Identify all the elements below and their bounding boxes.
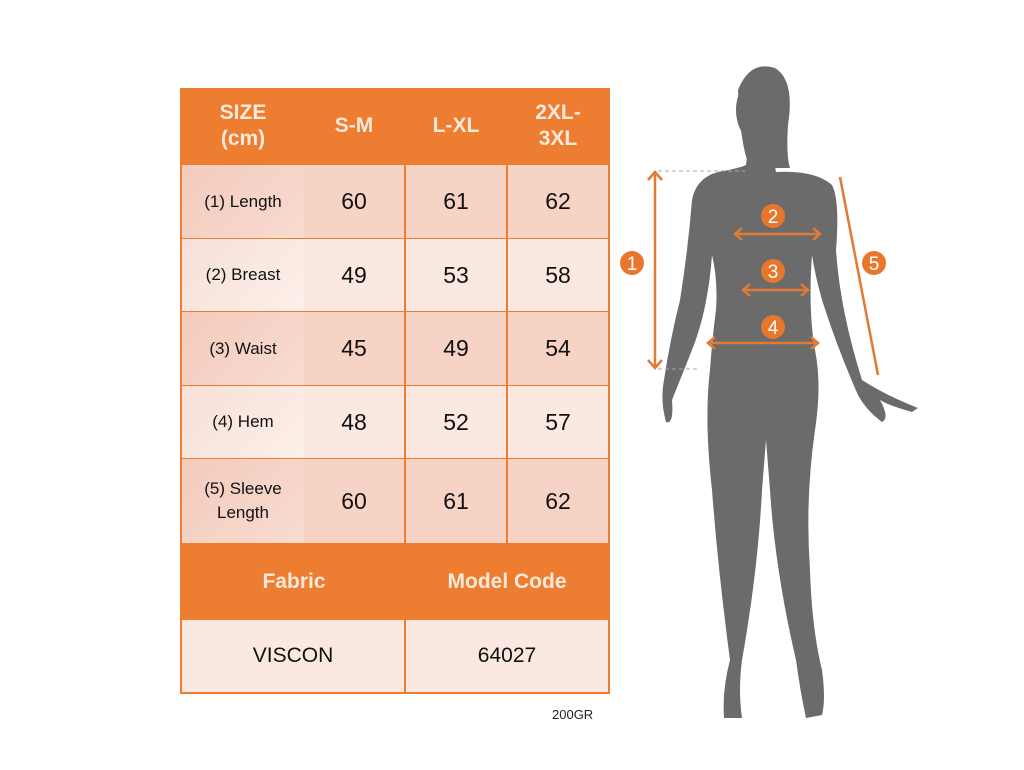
row-label: (3) Waist [182,312,304,385]
model-code-header: Model Code [447,569,567,593]
table-cell: 61 [406,165,506,238]
table-cell: 49 [304,239,404,311]
measurement-markers: 1 2 3 4 5 [620,204,886,339]
measurement-lines [647,170,880,376]
column-header: L-XL [432,113,480,137]
marker-number: 2 [768,207,779,228]
marker-circle [761,315,785,339]
marker-number: 4 [768,318,779,339]
fabric-weight-note: 200GR [552,707,594,722]
marker-circle [761,204,785,228]
column-header: 2XL- 3XL [535,100,581,150]
table-cell: 54 [508,312,608,385]
marker-number: 3 [768,262,779,283]
table-cell: 62 [508,165,608,238]
model-code-value: 64027 [406,620,608,692]
marker-circle [761,259,785,283]
table-cell: 48 [304,386,404,458]
row-label: (5) Sleeve Length [182,459,304,543]
table-cell: 52 [406,386,506,458]
table-cell: 61 [406,459,506,543]
marker-circle [862,251,886,275]
silhouette-icon [662,66,918,718]
marker-number: 1 [627,254,638,275]
row-label: (2) Breast [182,239,304,311]
table-cell: 60 [304,165,404,238]
row-label: (4) Hem [182,386,304,458]
table-cell: 49 [406,312,506,385]
marker-number: 5 [869,254,880,275]
fabric-header: Fabric [262,569,326,593]
body-silhouette-figure: 1 2 3 4 5 [620,66,918,718]
fabric-value: VISCON [182,620,404,692]
table-cell: 45 [304,312,404,385]
table-cell: 60 [304,459,404,543]
table-cell: 58 [508,239,608,311]
row-label: (1) Length [182,165,304,238]
column-header: SIZE (cm) [219,100,267,150]
column-header: S-M [334,113,374,137]
table-cell: 62 [508,459,608,543]
marker-circle [620,251,644,275]
table-cell: 57 [508,386,608,458]
size-chart-table: SIZE (cm) S-M L-XL 2XL- 3XL (1) Length 60 61 62… [180,88,610,694]
table-cell: 53 [406,239,506,311]
